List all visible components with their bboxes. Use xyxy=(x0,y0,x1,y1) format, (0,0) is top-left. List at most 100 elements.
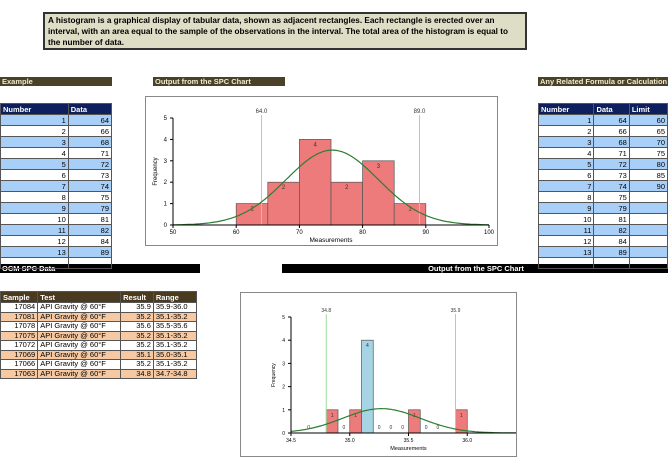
table-cell[interactable]: 72 xyxy=(67,158,113,170)
table-cell[interactable]: 73 xyxy=(67,169,113,181)
table-cell[interactable]: 90 xyxy=(628,180,668,192)
table-cell[interactable]: 12 xyxy=(537,235,595,247)
table-cell[interactable]: 9 xyxy=(537,202,595,214)
table-cell[interactable]: 74 xyxy=(593,180,630,192)
table-cell[interactable]: API Gravity @ 60°F xyxy=(37,340,122,351)
table-cell[interactable]: 17072 xyxy=(0,340,39,351)
table-cell[interactable]: 7 xyxy=(537,180,595,192)
table-cell[interactable]: 11 xyxy=(0,224,69,236)
table-cell[interactable]: API Gravity @ 60°F xyxy=(37,349,122,360)
table-cell[interactable]: API Gravity @ 60°F xyxy=(37,302,122,313)
table-cell[interactable]: 68 xyxy=(593,136,630,148)
table-cell[interactable]: 35.9-36.0 xyxy=(152,302,198,313)
table-cell[interactable]: API Gravity @ 60°F xyxy=(37,368,122,379)
table-cell[interactable]: 85 xyxy=(628,169,668,181)
table-cell[interactable]: 65 xyxy=(628,125,668,137)
table-cell[interactable]: 64 xyxy=(67,114,113,126)
table-cell[interactable]: 35.2 xyxy=(120,330,154,341)
table-cell[interactable]: 66 xyxy=(593,125,630,137)
table-cell[interactable]: 71 xyxy=(593,147,630,159)
table-cell[interactable]: 35.1-35.2 xyxy=(152,359,198,370)
table-cell[interactable]: 4 xyxy=(537,147,595,159)
table-cell[interactable]: 64 xyxy=(593,114,630,126)
table-cell[interactable]: 5 xyxy=(0,158,69,170)
table-cell[interactable]: 35.9 xyxy=(120,302,154,313)
table-cell[interactable]: 35.0-35.1 xyxy=(152,349,198,360)
table-cell[interactable]: 17063 xyxy=(0,368,39,379)
table-cell[interactable]: 84 xyxy=(67,235,113,247)
table-cell[interactable]: 35.1-35.2 xyxy=(152,311,198,322)
table-cell[interactable]: 73 xyxy=(593,169,630,181)
table-cell[interactable]: 89 xyxy=(67,246,113,258)
table-cell[interactable]: 6 xyxy=(537,169,595,181)
table-cell[interactable]: 17066 xyxy=(0,359,39,370)
table-cell[interactable]: API Gravity @ 60°F xyxy=(37,321,122,332)
table-cell[interactable]: 12 xyxy=(0,235,69,247)
table-cell[interactable] xyxy=(0,257,69,269)
table-cell[interactable]: 35.1 xyxy=(120,349,154,360)
table-cell[interactable]: 82 xyxy=(67,224,113,236)
table-cell[interactable]: 17075 xyxy=(0,330,39,341)
table-cell[interactable] xyxy=(628,191,668,203)
table-cell[interactable] xyxy=(628,246,668,258)
table-cell[interactable]: 1 xyxy=(537,114,595,126)
table-cell[interactable]: 17069 xyxy=(0,349,39,360)
table-cell[interactable]: 68 xyxy=(67,136,113,148)
table-cell[interactable]: 80 xyxy=(628,158,668,170)
table-cell[interactable]: 35.1-35.2 xyxy=(152,340,198,351)
table-cell[interactable]: API Gravity @ 60°F xyxy=(37,330,122,341)
table-cell[interactable] xyxy=(628,257,668,269)
table-cell[interactable]: 17084 xyxy=(0,302,39,313)
table-cell[interactable] xyxy=(67,257,113,269)
table-cell[interactable]: 8 xyxy=(537,191,595,203)
table-cell[interactable] xyxy=(628,202,668,214)
table-cell[interactable]: 7 xyxy=(0,180,69,192)
table-cell[interactable]: 35.6 xyxy=(120,321,154,332)
table-cell[interactable]: 35.2 xyxy=(120,359,154,370)
table-cell[interactable]: 10 xyxy=(0,213,69,225)
table-cell[interactable]: 71 xyxy=(67,147,113,159)
table-cell[interactable]: 35.2 xyxy=(120,340,154,351)
table-cell[interactable]: 75 xyxy=(628,147,668,159)
table-cell[interactable]: 3 xyxy=(0,136,69,148)
table-cell[interactable]: 81 xyxy=(593,213,630,225)
table-cell[interactable]: 4 xyxy=(0,147,69,159)
table-cell[interactable]: 79 xyxy=(593,202,630,214)
table-cell[interactable]: 2 xyxy=(0,125,69,137)
table-cell[interactable]: 1 xyxy=(0,114,69,126)
table-cell[interactable]: 75 xyxy=(67,191,113,203)
table-cell[interactable]: 35.2 xyxy=(120,311,154,322)
table-cell[interactable]: 34.7-34.8 xyxy=(152,368,198,379)
table-cell[interactable]: 89 xyxy=(593,246,630,258)
table-cell[interactable]: 9 xyxy=(0,202,69,214)
table-cell[interactable]: 60 xyxy=(628,114,668,126)
table-cell[interactable]: 70 xyxy=(628,136,668,148)
table-cell[interactable] xyxy=(537,257,595,269)
table-cell[interactable] xyxy=(593,257,630,269)
table-cell[interactable]: 75 xyxy=(593,191,630,203)
table-cell[interactable]: 5 xyxy=(537,158,595,170)
table-cell[interactable]: 8 xyxy=(0,191,69,203)
table-cell[interactable]: 66 xyxy=(67,125,113,137)
table-cell[interactable]: 10 xyxy=(537,213,595,225)
table-cell[interactable]: 6 xyxy=(0,169,69,181)
table-cell[interactable]: API Gravity @ 60°F xyxy=(37,311,122,322)
table-cell[interactable] xyxy=(628,213,668,225)
table-cell[interactable] xyxy=(628,235,668,247)
table-cell[interactable]: API Gravity @ 60°F xyxy=(37,359,122,370)
table-cell[interactable]: 35.5-35.6 xyxy=(152,321,198,332)
table-cell[interactable]: 72 xyxy=(593,158,630,170)
table-cell[interactable]: 74 xyxy=(67,180,113,192)
table-cell[interactable]: 34.8 xyxy=(120,368,154,379)
table-cell[interactable]: 35.1-35.2 xyxy=(152,330,198,341)
table-cell[interactable]: 81 xyxy=(67,213,113,225)
table-cell[interactable]: 2 xyxy=(537,125,595,137)
table-cell[interactable]: 84 xyxy=(593,235,630,247)
table-cell[interactable]: 79 xyxy=(67,202,113,214)
table-cell[interactable]: 13 xyxy=(537,246,595,258)
table-cell[interactable] xyxy=(628,224,668,236)
table-cell[interactable]: 3 xyxy=(537,136,595,148)
table-cell[interactable]: 17081 xyxy=(0,311,39,322)
table-cell[interactable]: 11 xyxy=(537,224,595,236)
table-cell[interactable]: 13 xyxy=(0,246,69,258)
